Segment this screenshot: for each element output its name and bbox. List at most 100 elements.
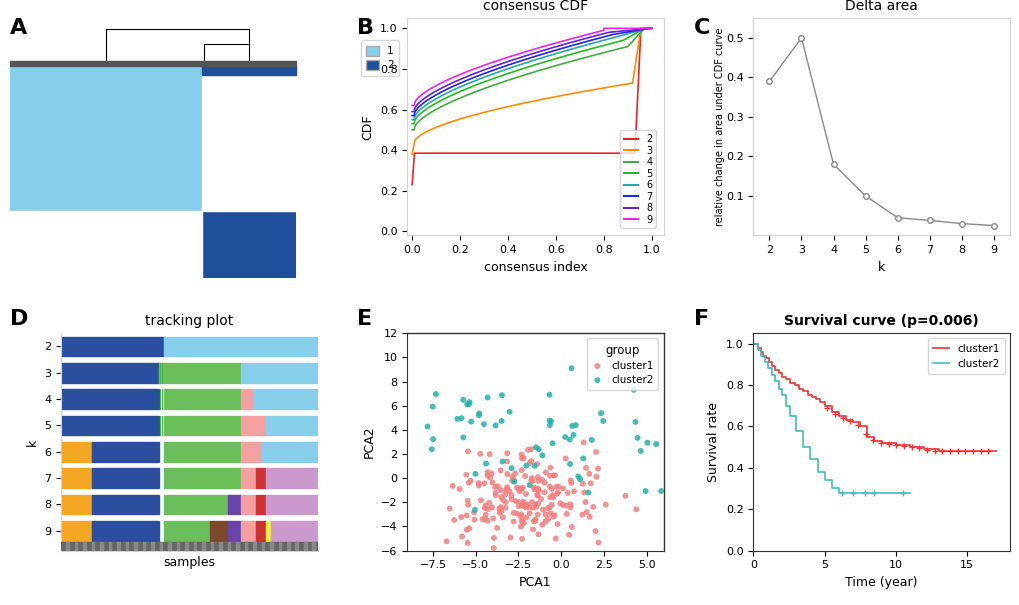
- cluster1: [581, 469, 597, 479]
- cluster1: [503, 494, 520, 504]
- cluster2: [494, 457, 511, 466]
- cluster2: [575, 454, 591, 463]
- cluster1: [477, 501, 493, 511]
- cluster2: [427, 389, 443, 399]
- cluster1: [523, 476, 539, 485]
- Bar: [235, 542, 238, 550]
- cluster2: [419, 422, 435, 431]
- 5: [502, 70, 515, 77]
- cluster1: [483, 503, 499, 512]
- cluster1: [574, 479, 590, 489]
- Bar: [61, 468, 92, 488]
- cluster2: [765, 371, 777, 378]
- 3: [406, 151, 418, 158]
- 8: [592, 31, 604, 39]
- Bar: [240, 416, 254, 436]
- cluster1: [498, 485, 515, 495]
- cluster2: [758, 352, 770, 359]
- cluster1: [515, 499, 531, 509]
- Bar: [312, 542, 315, 550]
- cluster1: [496, 489, 513, 499]
- cluster1: [527, 515, 543, 525]
- Line: 2: 2: [412, 28, 651, 185]
- cluster1: [491, 508, 507, 518]
- cluster2: [467, 505, 483, 515]
- cluster2: [556, 432, 573, 442]
- 4: [596, 49, 608, 56]
- cluster2: [775, 391, 788, 399]
- cluster1: [549, 482, 566, 491]
- 9: [592, 28, 604, 35]
- Bar: [61, 336, 164, 356]
- cluster2: [501, 407, 518, 417]
- Text: F: F: [693, 309, 708, 329]
- Bar: [74, 542, 77, 550]
- cluster2: [810, 468, 822, 476]
- cluster2: [583, 435, 599, 445]
- cluster2: [765, 365, 777, 372]
- cluster1: [547, 534, 564, 543]
- 7: [406, 112, 418, 119]
- cluster1: [482, 473, 498, 483]
- 7: [592, 34, 604, 42]
- cluster2: [824, 477, 837, 484]
- cluster1: [512, 486, 528, 496]
- cluster1: [506, 469, 523, 479]
- Y-axis label: CDF: CDF: [361, 114, 374, 140]
- Bar: [304, 542, 307, 550]
- Line: 9: 9: [412, 28, 651, 105]
- Bar: [256, 494, 266, 514]
- cluster2: [461, 399, 477, 409]
- cluster1: [444, 481, 461, 491]
- cluster1: [581, 512, 597, 522]
- cluster1: [518, 512, 534, 522]
- cluster1: [494, 512, 511, 522]
- Bar: [61, 389, 159, 409]
- cluster1: [585, 502, 601, 512]
- cluster1: [577, 463, 593, 473]
- 3: [645, 25, 657, 32]
- 5: [430, 99, 442, 106]
- Bar: [159, 363, 169, 382]
- Bar: [266, 468, 317, 488]
- cluster2: [570, 472, 586, 482]
- cluster1: [515, 483, 531, 492]
- cluster1: [542, 509, 558, 518]
- cluster2: [784, 402, 796, 410]
- cluster1: [549, 519, 566, 529]
- Bar: [240, 468, 256, 488]
- 2: [511, 149, 523, 157]
- cluster2: [580, 488, 596, 497]
- cluster2: [521, 480, 537, 490]
- 5: [596, 42, 608, 49]
- cluster1: [479, 467, 495, 477]
- cluster2: [493, 416, 510, 426]
- cluster1: [505, 475, 522, 485]
- Bar: [92, 494, 159, 514]
- cluster1: [537, 517, 553, 527]
- cluster1: [541, 471, 557, 480]
- cluster1: [529, 490, 545, 500]
- cluster1: [438, 537, 454, 546]
- cluster2: [461, 397, 477, 407]
- cluster2: [528, 442, 544, 452]
- Bar: [266, 494, 317, 514]
- cluster2: [790, 427, 802, 434]
- 6: [502, 65, 515, 72]
- Y-axis label: relative change in area under CDF curve: relative change in area under CDF curve: [714, 28, 723, 226]
- cluster2: [505, 477, 522, 486]
- 2: [502, 149, 515, 157]
- 6: [511, 62, 523, 69]
- cluster2: [754, 352, 766, 359]
- cluster1: [451, 484, 468, 494]
- Text: C: C: [693, 18, 709, 38]
- cluster2: [810, 456, 822, 463]
- 4: [592, 50, 604, 57]
- cluster1: [515, 453, 531, 463]
- cluster2: [754, 346, 766, 353]
- Bar: [266, 521, 271, 541]
- cluster2: [751, 340, 763, 347]
- Bar: [10, 61, 296, 66]
- Bar: [164, 416, 240, 436]
- Bar: [266, 416, 317, 436]
